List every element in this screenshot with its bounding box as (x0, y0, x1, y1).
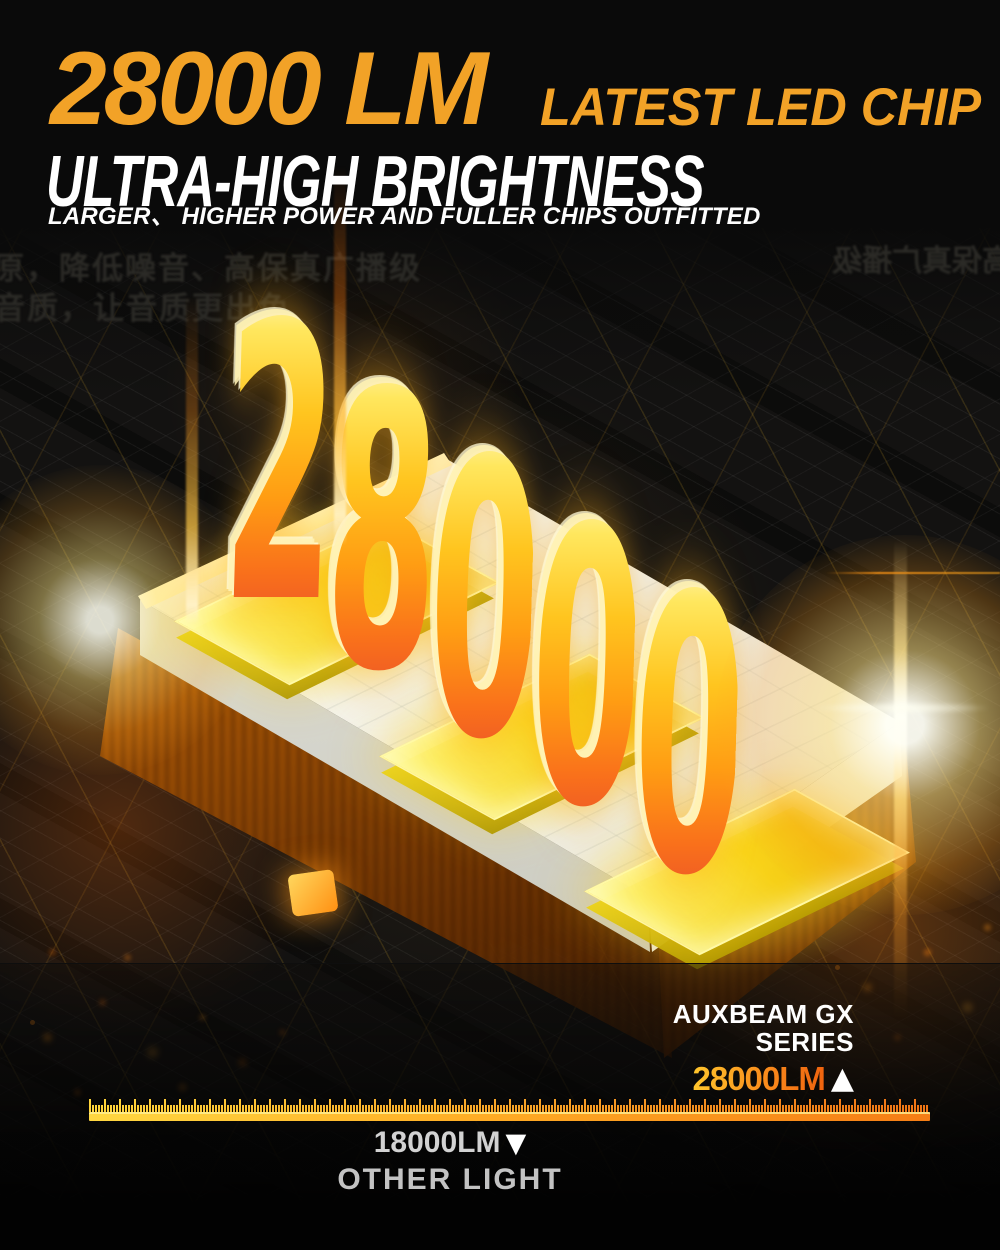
ruler-scale (89, 1098, 930, 1122)
comparison-band: AUXBEAM GX SERIES 28000LM ▲ 18000LM ▼ OT… (0, 963, 1000, 1250)
watermark-left-line2: 音质，让音质更出色 (0, 291, 291, 326)
lumen-digit: 0 (422, 380, 539, 823)
horizontal-flare (812, 702, 992, 714)
light-beam-center (334, 165, 346, 545)
brand-name-line1: AUXBEAM GX (672, 999, 854, 1029)
product-lumen-row: 28000LM ▲ (693, 1060, 855, 1098)
up-triangle-icon: ▲ (830, 1061, 854, 1096)
lumen-digit: 2 (218, 244, 334, 687)
lumen-digits: 28000 (219, 244, 743, 959)
competitor-lumen-value: 18000LM (373, 1126, 501, 1159)
down-triangle-icon: ▼ (505, 1127, 527, 1159)
ruler-bar (89, 1112, 930, 1121)
light-flare-corner (715, 535, 1000, 915)
light-beam-left (186, 295, 198, 625)
competitor-label: OTHER LIGHT (337, 1163, 563, 1196)
competitor-block: 18000LM ▼ OTHER LIGHT (250, 1126, 650, 1197)
competitor-lumen-row: 18000LM ▼ (250, 1126, 650, 1160)
brand-name-line2: SERIES (755, 1027, 854, 1057)
glowing-cube (287, 869, 339, 917)
product-lumen-value: 28000LM (692, 1060, 826, 1097)
watermark-left-line1: 还原，降低噪音、高保真广播级 (0, 251, 422, 286)
watermark-right-mirrored: 高保真广播级 (832, 245, 1000, 278)
light-streak-horizontal (826, 572, 1000, 574)
brand-name: AUXBEAM GX SERIES (673, 1000, 854, 1056)
ruler-ticks (89, 1098, 930, 1112)
lumen-digit: 0 (525, 448, 641, 891)
